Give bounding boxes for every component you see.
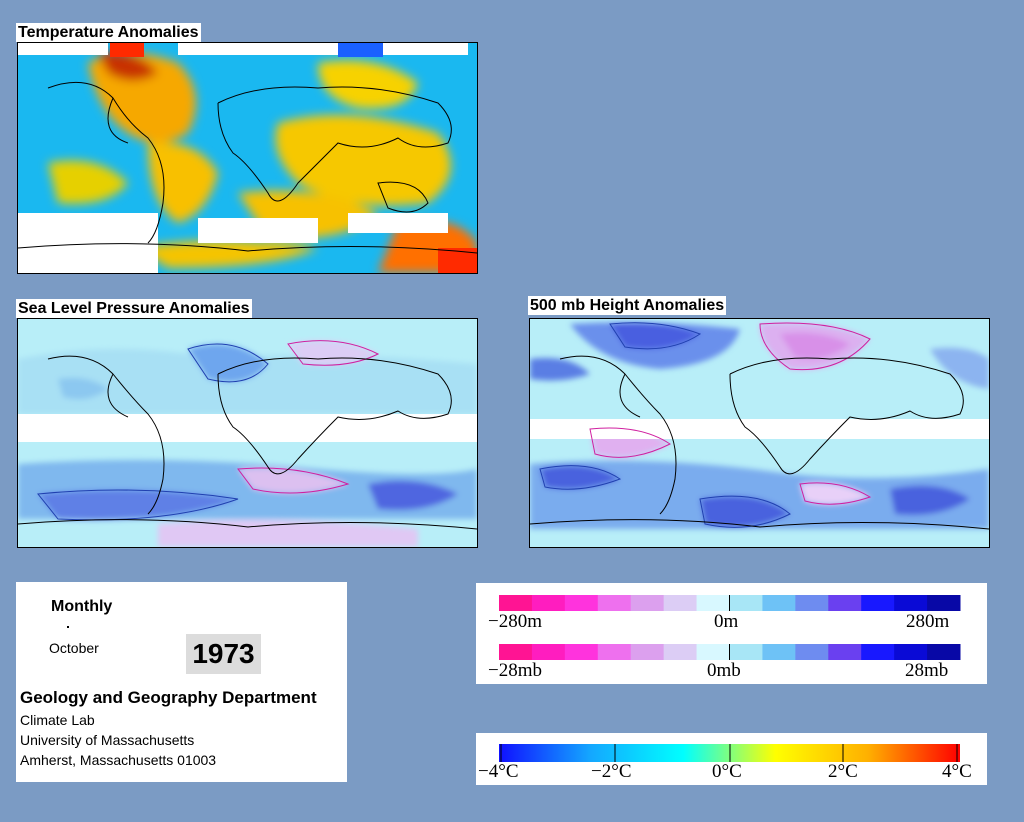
height-max-label: 280m [906, 611, 950, 632]
year-label: 1973 [186, 634, 261, 674]
scale-swatch [696, 644, 730, 660]
scale-swatch [927, 644, 961, 660]
slp-anomaly-map [17, 318, 478, 548]
scale-swatch [696, 595, 730, 611]
scale-swatch [762, 595, 796, 611]
scale-swatch [531, 595, 566, 611]
scale-swatch [630, 595, 665, 611]
scale-swatch [927, 595, 961, 611]
scale-swatch [861, 595, 895, 611]
scale-swatch [795, 644, 829, 660]
period-label: Monthly [51, 598, 113, 615]
scale-swatch [729, 644, 763, 660]
temp-tick-label: −4°C [478, 761, 519, 782]
scale-swatch [597, 644, 632, 660]
scale-swatch [564, 595, 599, 611]
temp-tick-label: −2°C [591, 761, 632, 782]
info-box: Monthly October 1973 Geology and Geograp… [16, 582, 347, 782]
height-color-scale [499, 595, 961, 611]
height-min-label: −280m [488, 611, 542, 632]
department-label: Geology and Geography Department [20, 688, 317, 707]
scale-swatch [828, 595, 862, 611]
temperature-panel-title: Temperature Anomalies [16, 23, 201, 42]
scale-swatch [630, 644, 665, 660]
height500-panel-title: 500 mb Height Anomalies [528, 296, 727, 315]
height-pressure-legend: −280m 0m 280m −28mb 0mb 28mb [476, 583, 987, 684]
scale-swatch [531, 644, 566, 660]
temp-tick-label: 4°C [942, 761, 972, 782]
address-line: Amherst, Massachusetts 01003 [20, 752, 217, 768]
pressure-max-label: 28mb [905, 660, 949, 681]
scale-swatch [499, 644, 533, 660]
scale-swatch [894, 644, 928, 660]
height500-anomaly-map [529, 318, 990, 548]
pressure-color-scale [499, 644, 961, 660]
temp-tick-label: 0°C [712, 761, 742, 782]
scale-swatch [564, 644, 599, 660]
address-line: Climate Lab [20, 712, 95, 728]
scale-swatch [762, 644, 796, 660]
temp-tick-label: 2°C [828, 761, 858, 782]
month-label: October [49, 640, 99, 656]
scale-swatch [795, 595, 829, 611]
scale-swatch [828, 644, 862, 660]
scale-swatch [597, 595, 632, 611]
scale-swatch [861, 644, 895, 660]
temperature-legend: −4°C −2°C 0°C 2°C 4°C [476, 733, 987, 785]
dot-mark [67, 626, 69, 628]
pressure-min-label: −28mb [488, 660, 542, 681]
scale-swatch [894, 595, 928, 611]
pressure-zero-label: 0mb [707, 660, 741, 681]
scale-swatch [663, 644, 698, 660]
temperature-anomaly-map [17, 42, 478, 274]
scale-swatch [663, 595, 698, 611]
slp-panel-title: Sea Level Pressure Anomalies [16, 299, 252, 318]
scale-swatch [729, 595, 763, 611]
height-zero-label: 0m [714, 611, 739, 632]
address-line: University of Massachusetts [20, 732, 195, 748]
scale-swatch [499, 595, 533, 611]
